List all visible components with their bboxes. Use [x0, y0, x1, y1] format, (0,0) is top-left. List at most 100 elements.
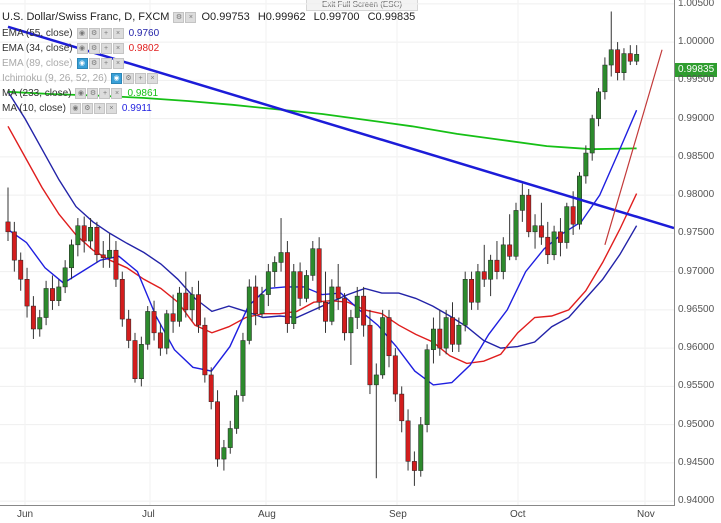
candle-body	[437, 328, 443, 349]
settings-icon[interactable]: ⚙	[88, 28, 100, 39]
y-tick-label: 0.95500	[678, 380, 715, 392]
indicator-buttons[interactable]: ◉ ⚙ + ×	[76, 43, 124, 54]
candle-body	[488, 259, 494, 280]
candle-body	[475, 271, 481, 303]
legend-indicator-row[interactable]: MA (10, close) ◉ ⚙ + × 0.9911	[2, 101, 420, 116]
last-price-badge: 0.99835	[675, 63, 718, 77]
indicator-buttons[interactable]: ◉ ⚙ + ×	[76, 58, 124, 69]
close-icon[interactable]: ×	[147, 73, 159, 84]
candle-body	[500, 244, 506, 272]
candle-body	[221, 447, 227, 460]
eye-icon[interactable]: ◉	[76, 43, 88, 54]
chart-legend: U.S. Dollar/Swiss Franc, D, FXCM ⚙ × O0.…	[2, 8, 420, 116]
candle-body	[157, 332, 163, 349]
candle-body	[259, 294, 265, 314]
indicator-buttons[interactable]: ◉ ⚙ + ×	[75, 88, 123, 99]
eye-icon[interactable]: ◉	[75, 88, 87, 99]
legend-indicator-row[interactable]: EMA (89, close) ◉ ⚙ + ×	[2, 56, 420, 71]
y-axis-line	[674, 0, 675, 505]
candle-body	[615, 49, 621, 73]
candle-body	[119, 279, 125, 320]
x-axis-line	[0, 505, 675, 506]
settings-icon[interactable]: ⚙	[88, 43, 100, 54]
candle-body	[418, 424, 424, 471]
candle-body	[589, 118, 595, 154]
settings-icon[interactable]: ⚙	[88, 58, 100, 69]
candle-body	[11, 231, 17, 261]
add-icon[interactable]: +	[100, 43, 112, 54]
add-icon[interactable]: +	[99, 88, 111, 99]
candle-body	[100, 254, 106, 259]
legend-main-buttons[interactable]: ⚙ ×	[173, 11, 197, 23]
candle-body	[75, 225, 81, 246]
y-tick-label: 0.97500	[678, 227, 715, 239]
y-tick-label: 0.98500	[678, 150, 715, 162]
candle-body	[342, 298, 348, 334]
candle-body	[30, 305, 36, 330]
candle-body	[18, 259, 24, 280]
candle-body	[94, 227, 100, 256]
candle-body	[253, 286, 259, 314]
legend-indicator-row[interactable]: EMA (34, close) ◉ ⚙ + × 0.9802	[2, 41, 420, 56]
candle-body	[583, 152, 589, 177]
candle-body	[234, 395, 240, 429]
candle-body	[551, 231, 557, 256]
add-icon[interactable]: +	[135, 73, 147, 84]
exit-fullscreen-button[interactable]: Exit Full Screen (ESC)	[306, 0, 418, 11]
candle-body	[88, 227, 93, 242]
eye-icon[interactable]: ◉	[76, 28, 88, 39]
legend-indicator-row[interactable]: Ichimoku (9, 26, 52, 26) ◉ ⚙ + ×	[2, 71, 420, 86]
eye-icon[interactable]: ◉	[111, 73, 123, 84]
indicator-buttons[interactable]: ◉ ⚙ + ×	[69, 103, 117, 114]
y-tick-label: 0.95000	[678, 418, 715, 430]
indicator-name: MA (10, close)	[2, 103, 66, 114]
indicator-name: MA (233, close)	[2, 88, 72, 99]
y-tick-label: 1.00000	[678, 36, 715, 48]
candle-body	[494, 259, 500, 272]
close-icon[interactable]: ×	[112, 43, 124, 54]
candle-body	[278, 252, 284, 263]
candle-body	[361, 295, 367, 326]
candle-body	[113, 249, 119, 280]
y-tick-label: 0.94000	[678, 495, 715, 507]
series-line	[7, 109, 638, 386]
legend-main: U.S. Dollar/Swiss Franc, D, FXCM ⚙ × O0.…	[2, 8, 420, 26]
eye-icon[interactable]: ◉	[69, 103, 81, 114]
add-icon[interactable]: +	[100, 28, 112, 39]
indicator-name: EMA (55, close)	[2, 28, 73, 39]
add-icon[interactable]: +	[93, 103, 105, 114]
candle-body	[532, 225, 538, 233]
settings-icon[interactable]: ⚙	[123, 73, 135, 84]
candle-body	[373, 374, 379, 386]
candle-body	[310, 248, 316, 276]
candle-body	[456, 324, 462, 345]
candle-body	[196, 294, 201, 326]
close-icon[interactable]: ×	[112, 28, 124, 39]
candle-body	[189, 294, 195, 311]
close-icon[interactable]: ×	[112, 58, 124, 69]
candle-body	[50, 288, 55, 301]
close-icon[interactable]: ×	[185, 11, 197, 23]
candle-body	[570, 206, 576, 225]
series-line	[7, 91, 638, 349]
symbol-title: U.S. Dollar/Swiss Franc, D, FXCM	[2, 11, 170, 23]
indicator-buttons[interactable]: ◉ ⚙ + ×	[111, 73, 159, 84]
indicator-buttons[interactable]: ◉ ⚙ + ×	[76, 28, 124, 39]
legend-indicator-row[interactable]: EMA (55, close) ◉ ⚙ + × 0.9760	[2, 26, 420, 41]
candle-body	[69, 244, 74, 269]
candle-body	[272, 262, 278, 272]
candle-body	[564, 206, 570, 243]
candle-body	[227, 428, 233, 448]
eye-icon[interactable]: ◉	[76, 58, 88, 69]
settings-icon[interactable]: ⚙	[81, 103, 93, 114]
candle-body	[608, 49, 614, 66]
settings-icon[interactable]: ⚙	[87, 88, 99, 99]
add-icon[interactable]: +	[100, 58, 112, 69]
close-icon[interactable]: ×	[111, 88, 123, 99]
candle-body	[354, 295, 360, 318]
y-tick-label: 0.98000	[678, 189, 715, 201]
legend-indicator-row[interactable]: MA (233, close) ◉ ⚙ + × 0.9861	[2, 86, 420, 101]
close-icon[interactable]: ×	[105, 103, 117, 114]
settings-icon[interactable]: ⚙	[173, 11, 185, 23]
